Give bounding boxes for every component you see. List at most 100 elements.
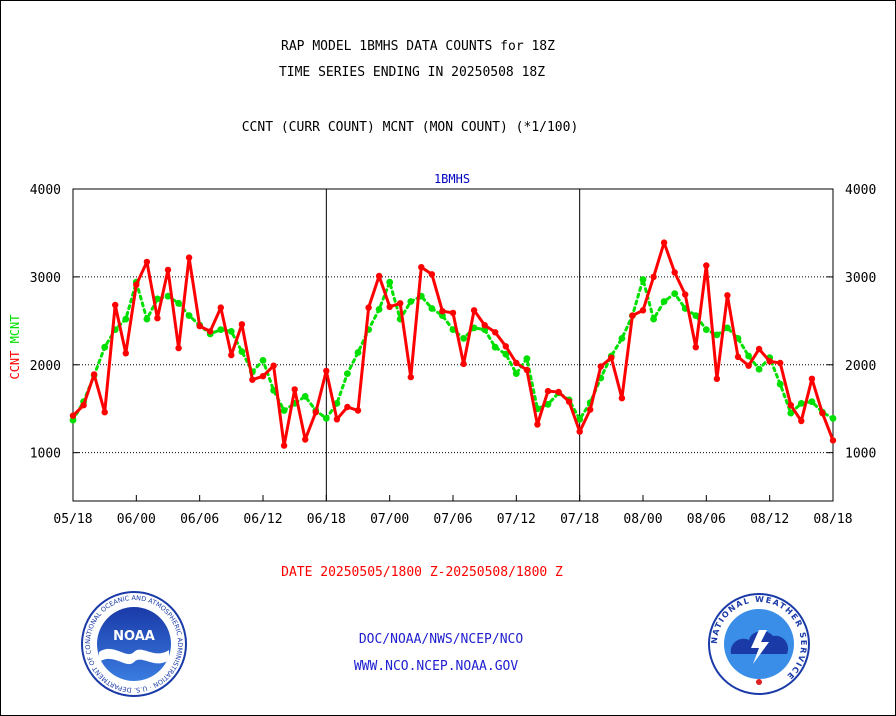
data-point-ccnt bbox=[397, 300, 404, 307]
data-point-ccnt bbox=[576, 428, 583, 435]
data-point-ccnt bbox=[555, 388, 562, 396]
data-point-ccnt bbox=[439, 308, 446, 315]
data-point-ccnt bbox=[502, 343, 509, 350]
data-point-mcnt bbox=[808, 398, 816, 406]
data-point-ccnt bbox=[819, 409, 826, 417]
data-point-mcnt bbox=[544, 400, 552, 408]
data-point-ccnt bbox=[629, 312, 636, 319]
data-point-ccnt bbox=[196, 322, 203, 330]
data-point-mcnt bbox=[344, 370, 351, 377]
data-point-ccnt bbox=[513, 359, 520, 367]
noaa-logo-text: NOAA bbox=[113, 629, 155, 644]
data-point-mcnt bbox=[122, 315, 130, 323]
footer-org-text: DOC/NOAA/NWS/NCEP/NCO bbox=[358, 632, 524, 647]
data-point-ccnt bbox=[449, 309, 457, 317]
data-point-mcnt bbox=[755, 365, 763, 373]
data-point-mcnt bbox=[386, 278, 394, 286]
data-point-mcnt bbox=[671, 290, 679, 297]
data-point-mcnt bbox=[375, 306, 383, 313]
y-tick-label-left: 3000 bbox=[30, 271, 61, 286]
data-point-ccnt bbox=[829, 437, 837, 444]
data-point-mcnt bbox=[650, 315, 657, 323]
data-point-ccnt bbox=[565, 398, 573, 405]
nws-logo: NATIONAL WEATHER SERVICE bbox=[708, 593, 810, 695]
x-tick-label: 07/00 bbox=[370, 512, 409, 527]
data-point-ccnt bbox=[122, 350, 129, 357]
data-point-mcnt bbox=[660, 298, 668, 305]
chart-title-line-2: TIME SERIES ENDING IN 20250508 18Z bbox=[278, 65, 546, 80]
data-point-ccnt bbox=[164, 266, 172, 274]
data-point-ccnt bbox=[112, 301, 119, 309]
chart-legend-description: CCNT (CURR COUNT) MCNT (MON COUNT) (*1/1… bbox=[241, 120, 579, 135]
data-point-mcnt bbox=[322, 415, 330, 422]
data-point-ccnt bbox=[703, 262, 710, 269]
data-point-mcnt bbox=[460, 335, 467, 342]
data-point-mcnt bbox=[502, 350, 510, 358]
data-point-mcnt bbox=[217, 326, 225, 333]
data-point-ccnt bbox=[175, 344, 182, 352]
data-point-ccnt bbox=[333, 416, 341, 423]
data-point-ccnt bbox=[481, 322, 488, 329]
data-point-mcnt bbox=[143, 315, 151, 323]
data-point-ccnt bbox=[470, 307, 478, 314]
data-point-ccnt bbox=[344, 403, 351, 411]
data-point-mcnt bbox=[829, 415, 837, 422]
data-point-mcnt bbox=[512, 370, 520, 377]
data-point-mcnt bbox=[280, 407, 288, 414]
y-tick-label-right: 4000 bbox=[845, 183, 876, 198]
data-point-ccnt bbox=[133, 281, 140, 288]
data-point-mcnt bbox=[776, 380, 784, 388]
x-tick-label: 06/06 bbox=[180, 512, 219, 527]
date-range-label: DATE 20250505/1800 Z-20250508/1800 Z bbox=[281, 565, 563, 580]
x-tick-label: 08/12 bbox=[750, 512, 789, 527]
data-point-mcnt bbox=[724, 324, 731, 332]
data-point-ccnt bbox=[323, 367, 330, 375]
data-point-ccnt bbox=[69, 412, 77, 419]
x-tick-label: 07/06 bbox=[433, 512, 472, 527]
footer-url-link[interactable]: WWW.NCO.NCEP.NOAA.GOV bbox=[353, 659, 519, 674]
data-point-ccnt bbox=[217, 304, 224, 311]
data-point-ccnt bbox=[745, 362, 752, 369]
data-point-ccnt bbox=[534, 421, 541, 428]
data-point-ccnt bbox=[639, 307, 647, 314]
data-point-mcnt bbox=[354, 349, 362, 356]
x-tick-label: 08/18 bbox=[813, 512, 852, 527]
data-point-ccnt bbox=[143, 258, 151, 266]
data-point-mcnt bbox=[301, 393, 309, 400]
data-point-ccnt bbox=[787, 402, 794, 409]
data-point-ccnt bbox=[418, 264, 425, 271]
data-point-ccnt bbox=[682, 291, 689, 298]
chart-title-line-1: RAP MODEL 1BMHS DATA COUNTS for 18Z bbox=[281, 39, 555, 54]
data-point-ccnt bbox=[302, 436, 309, 443]
y-axis-label: CCNT MCNT bbox=[8, 314, 22, 379]
data-point-ccnt bbox=[228, 351, 235, 359]
plot-border bbox=[72, 188, 834, 502]
data-point-ccnt bbox=[407, 373, 414, 381]
data-point-ccnt bbox=[312, 409, 319, 416]
data-point-ccnt bbox=[259, 373, 267, 380]
label-layer: 05/18 06/00 06/06 06/12 06/18 07/00 07/06 07/12… bbox=[8, 172, 876, 527]
data-point-ccnt bbox=[238, 321, 246, 328]
x-tick-label: 08/00 bbox=[623, 512, 662, 527]
y-tick-label-right: 3000 bbox=[845, 271, 876, 286]
noaa-logo: NOAA NATIONAL OCEANIC AND ATMOSPHERIC AD… bbox=[80, 590, 187, 697]
series-line-mcnt bbox=[71, 278, 835, 422]
x-tick-label: 06/00 bbox=[117, 512, 156, 527]
data-point-ccnt bbox=[597, 363, 604, 370]
data-point-ccnt bbox=[808, 375, 816, 382]
x-tick-label: 07/12 bbox=[497, 512, 536, 527]
data-point-mcnt bbox=[713, 331, 721, 339]
data-point-ccnt bbox=[80, 402, 87, 409]
data-point-ccnt bbox=[428, 271, 436, 278]
data-point-ccnt bbox=[386, 303, 393, 310]
data-point-ccnt bbox=[692, 344, 699, 351]
data-point-mcnt bbox=[185, 312, 193, 319]
data-point-ccnt bbox=[713, 375, 721, 382]
data-point-mcnt bbox=[238, 348, 246, 355]
data-point-mcnt bbox=[407, 298, 415, 305]
data-point-mcnt bbox=[428, 305, 436, 312]
data-point-mcnt bbox=[175, 299, 183, 307]
data-point-ccnt bbox=[671, 269, 678, 276]
data-point-ccnt bbox=[354, 407, 362, 414]
